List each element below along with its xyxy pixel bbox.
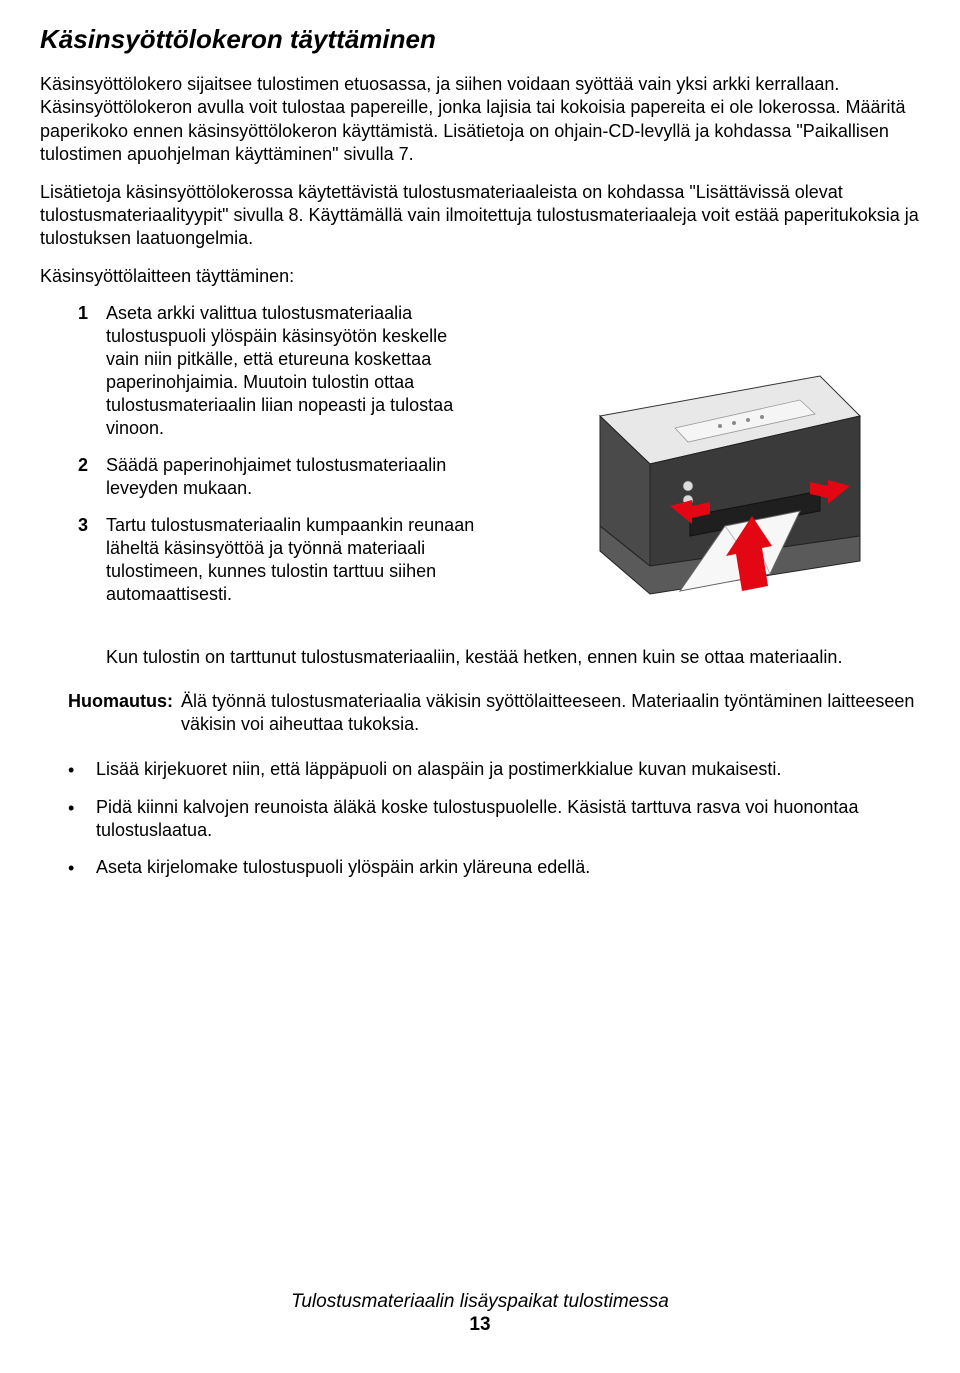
page-number: 13 — [0, 1314, 960, 1337]
numbered-steps: Aseta arkki valittua tulostusmateriaalia… — [78, 302, 480, 606]
note-block: Huomautus: Älä työnnä tulostusmateriaali… — [40, 690, 920, 737]
intro-paragraph-1: Käsinsyöttölokero sijaitsee tulostimen e… — [40, 73, 920, 167]
page-footer: Tulostusmateriaalin lisäyspaikat tulosti… — [0, 1291, 960, 1337]
bullet-2: Pidä kiinni kalvojen reunoista äläkä kos… — [68, 796, 920, 843]
note-label: Huomautus: — [68, 690, 173, 737]
bullet-list: Lisää kirjekuoret niin, että läppäpuoli … — [40, 758, 920, 880]
note-text: Älä työnnä tulostusmateriaalia väkisin s… — [181, 690, 920, 737]
figure-column — [500, 302, 920, 636]
intro-paragraph-2: Lisätietoja käsinsyöttölokerossa käytett… — [40, 181, 920, 251]
footer-section-title: Tulostusmateriaalin lisäyspaikat tulosti… — [0, 1291, 960, 1314]
steps-column: Aseta arkki valittua tulostusmateriaalia… — [40, 302, 480, 620]
bullet-1: Lisää kirjekuoret niin, että läppäpuoli … — [68, 758, 920, 781]
section-heading: Käsinsyöttölokeron täyttäminen — [40, 24, 920, 55]
bullet-3: Aseta kirjelomake tulostuspuoli ylöspäin… — [68, 856, 920, 879]
step-3: Tartu tulostusmateriaalin kumpaankin reu… — [78, 514, 480, 606]
printer-illustration — [520, 336, 900, 636]
steps-and-figure-row: Aseta arkki valittua tulostusmateriaalia… — [40, 302, 920, 636]
intro-paragraph-3: Käsinsyöttölaitteen täyttäminen: — [40, 265, 920, 288]
post-step-note: Kun tulostin on tarttunut tulostusmateri… — [40, 646, 920, 669]
step-2: Säädä paperinohjaimet tulostusmateriaali… — [78, 454, 480, 500]
step-1: Aseta arkki valittua tulostusmateriaalia… — [78, 302, 480, 440]
